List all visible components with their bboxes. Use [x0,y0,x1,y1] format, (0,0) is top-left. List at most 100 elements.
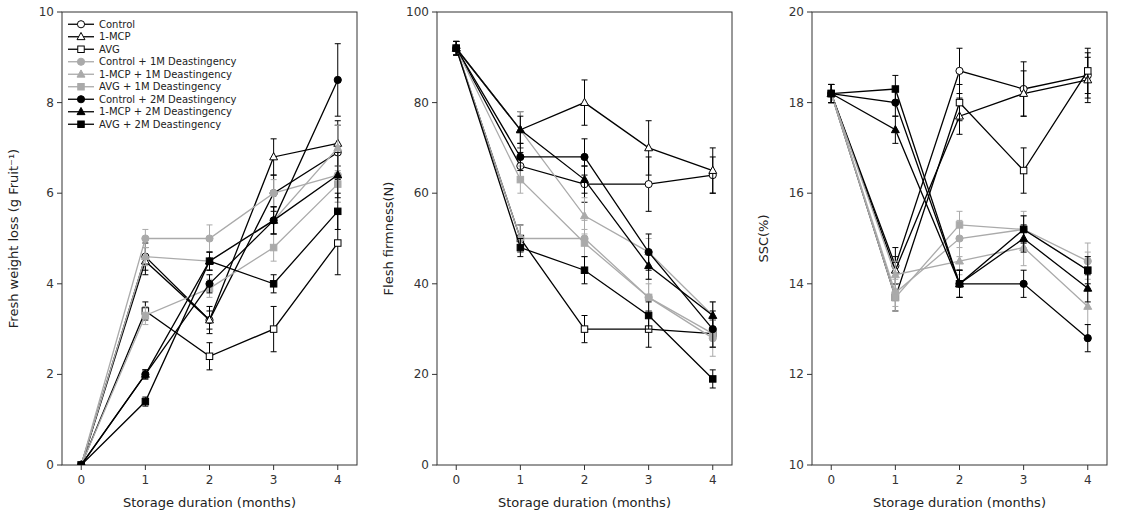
x-tick-label: 4 [334,473,342,487]
error-bar [335,193,341,229]
x-tick-label: 4 [1084,473,1092,487]
series [453,41,717,211]
legend-marker [77,107,85,114]
y-axis-label: Fresh weight loss (g Fruit⁻¹) [6,149,21,328]
point [1020,226,1027,233]
error-bar [892,116,898,143]
point [645,261,653,268]
y-tick [807,12,812,13]
legend-label: AVG + 1M Deastingency [99,81,221,92]
point [270,190,277,197]
error-bar [828,84,834,102]
point [581,98,589,105]
error-bar [710,302,716,329]
series [828,84,1092,351]
x-tick [1087,465,1088,470]
point [710,376,716,382]
point [891,125,899,132]
error-bar [957,270,963,297]
error-bar [207,343,213,370]
error-bar [207,252,213,270]
x-tick-label: 1 [892,473,900,487]
error-bar [957,211,963,238]
series [828,75,1091,297]
series [827,84,1091,301]
point [77,461,85,465]
y-tick [432,102,437,103]
point [1085,267,1091,273]
series [452,41,716,193]
x-tick-label: 3 [645,473,653,487]
legend-label: 1-MCP + 1M Deastingency [99,69,232,80]
point [828,90,835,97]
series-line [81,143,338,465]
error-bar [271,207,277,234]
x-tick [584,465,585,470]
point [709,311,717,318]
point [78,462,84,465]
point [1020,167,1026,173]
error-bar [142,248,148,266]
error-bar [828,84,834,102]
y-tick-label: 2 [46,367,54,381]
point [1085,267,1091,273]
plot-area [77,44,341,465]
series-line [81,80,338,465]
series-line [456,48,713,379]
point [206,258,212,264]
point [206,353,212,359]
point [709,166,717,173]
x-tick [895,465,896,470]
y-tick-label: 20 [414,367,429,381]
y-tick [807,193,812,194]
legend-item: 1-MCP + 2M Deastingency [68,106,232,117]
x-tick-label: 0 [77,473,85,487]
series-line [831,94,1088,293]
series [828,84,1092,306]
series [828,84,1091,311]
point [206,257,214,264]
y-tick-label: 14 [789,277,804,291]
point [1084,335,1091,342]
error-bar [271,306,277,351]
point [335,240,341,246]
point [334,144,342,151]
legend-marker [78,121,84,127]
point [452,44,460,51]
point [956,279,964,286]
error-bar [142,243,148,270]
y-tick [432,12,437,13]
x-tick [81,465,82,470]
series [453,41,717,347]
point [453,45,460,52]
series-line [81,175,338,465]
y-tick-label: 10 [789,458,804,472]
error-bar [453,41,459,55]
point [827,89,835,96]
point [452,44,460,51]
series [828,48,1092,284]
legend-marker [78,46,84,52]
y-tick-label: 18 [789,96,804,110]
series [78,193,341,465]
x-tick-label: 1 [142,473,150,487]
series-line [831,94,1088,298]
error-bar [582,229,588,256]
y-tick-label: 16 [789,186,804,200]
x-tick [145,465,146,470]
error-bar [710,370,716,388]
series [77,152,341,465]
point [78,461,85,465]
legend-marker [77,32,85,39]
x-tick [1023,465,1024,470]
y-tick-label: 8 [46,96,54,110]
point [270,216,278,223]
y-tick-label: 60 [414,186,429,200]
legend-marker [78,84,84,90]
x-tick [712,465,713,470]
point [827,89,835,96]
series [453,41,716,388]
legend: Control1-MCPAVGControl + 1M Deastingency… [68,19,237,130]
point [828,90,834,96]
legend-label: 1-MCP + 2M Deastingency [99,106,232,117]
